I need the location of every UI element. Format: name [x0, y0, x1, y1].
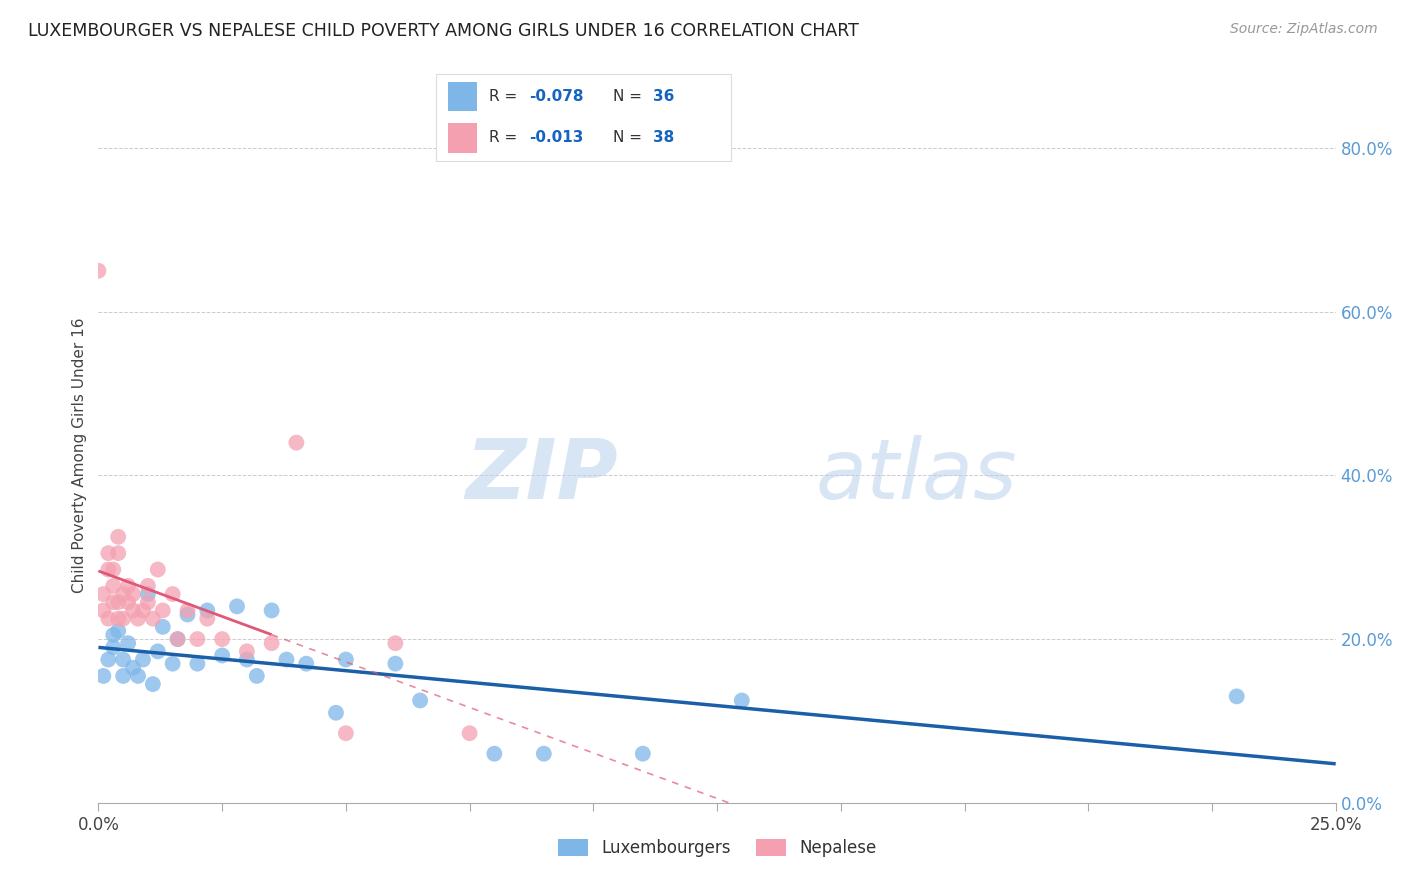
Point [384, 636, 406, 650]
Point [146, 562, 169, 576]
Point [132, 652, 155, 666]
Point [97, 652, 120, 666]
Point [93, 587, 115, 601]
Point [211, 632, 233, 646]
Text: Source: ZipAtlas.com: Source: ZipAtlas.com [1230, 22, 1378, 37]
Point [136, 595, 159, 609]
Point [152, 603, 174, 617]
Point [127, 669, 149, 683]
Text: atlas: atlas [815, 435, 1018, 516]
Point [87, 264, 110, 278]
Point [93, 669, 115, 683]
Point [117, 595, 139, 609]
Point [122, 587, 145, 601]
Point [162, 657, 184, 671]
Point [112, 669, 135, 683]
Point [93, 603, 115, 617]
Point [107, 624, 129, 638]
Point [335, 726, 357, 740]
Point [195, 612, 218, 626]
Point [136, 579, 159, 593]
Point [107, 595, 129, 609]
Point [103, 628, 125, 642]
Point [152, 620, 174, 634]
Point [107, 612, 129, 626]
Point [97, 562, 120, 576]
Point [335, 652, 357, 666]
FancyBboxPatch shape [447, 82, 477, 112]
Point [484, 747, 506, 761]
Point [195, 603, 218, 617]
Point [176, 603, 198, 617]
Point [117, 636, 139, 650]
Point [211, 648, 233, 663]
Point [285, 435, 308, 450]
Text: 36: 36 [652, 88, 675, 103]
Text: 38: 38 [652, 130, 673, 145]
Point [103, 595, 125, 609]
Point [97, 612, 120, 626]
Point [409, 693, 432, 707]
Point [117, 579, 139, 593]
Text: R =: R = [489, 88, 522, 103]
Text: N =: N = [613, 88, 647, 103]
Point [236, 652, 259, 666]
Point [122, 661, 145, 675]
Point [97, 546, 120, 560]
Point [186, 657, 208, 671]
Point [162, 587, 184, 601]
Y-axis label: Child Poverty Among Girls Under 16: Child Poverty Among Girls Under 16 [72, 318, 87, 592]
Point [731, 693, 754, 707]
Point [103, 562, 125, 576]
Text: N =: N = [613, 130, 647, 145]
Point [103, 640, 125, 655]
Point [458, 726, 481, 740]
Point [325, 706, 347, 720]
Point [236, 644, 259, 658]
Text: ZIP: ZIP [465, 435, 619, 516]
Point [107, 530, 129, 544]
Point [1226, 690, 1249, 704]
Point [260, 636, 283, 650]
Point [166, 632, 188, 646]
Text: -0.078: -0.078 [529, 88, 583, 103]
Point [122, 603, 145, 617]
Point [136, 587, 159, 601]
Point [631, 747, 654, 761]
Point [260, 603, 283, 617]
Point [146, 644, 169, 658]
Point [384, 657, 406, 671]
Point [112, 612, 135, 626]
Point [112, 652, 135, 666]
Point [276, 652, 298, 666]
Point [533, 747, 555, 761]
Point [295, 657, 318, 671]
Point [142, 612, 165, 626]
Text: R =: R = [489, 130, 522, 145]
Point [132, 603, 155, 617]
Point [166, 632, 188, 646]
Point [226, 599, 249, 614]
Point [112, 587, 135, 601]
Legend: Luxembourgers, Nepalese: Luxembourgers, Nepalese [551, 832, 883, 864]
Point [246, 669, 269, 683]
FancyBboxPatch shape [447, 123, 477, 153]
Text: LUXEMBOURGER VS NEPALESE CHILD POVERTY AMONG GIRLS UNDER 16 CORRELATION CHART: LUXEMBOURGER VS NEPALESE CHILD POVERTY A… [28, 22, 859, 40]
Point [176, 607, 198, 622]
Point [103, 579, 125, 593]
Point [142, 677, 165, 691]
Text: -0.013: -0.013 [529, 130, 583, 145]
Point [127, 612, 149, 626]
Point [186, 632, 208, 646]
Point [107, 546, 129, 560]
